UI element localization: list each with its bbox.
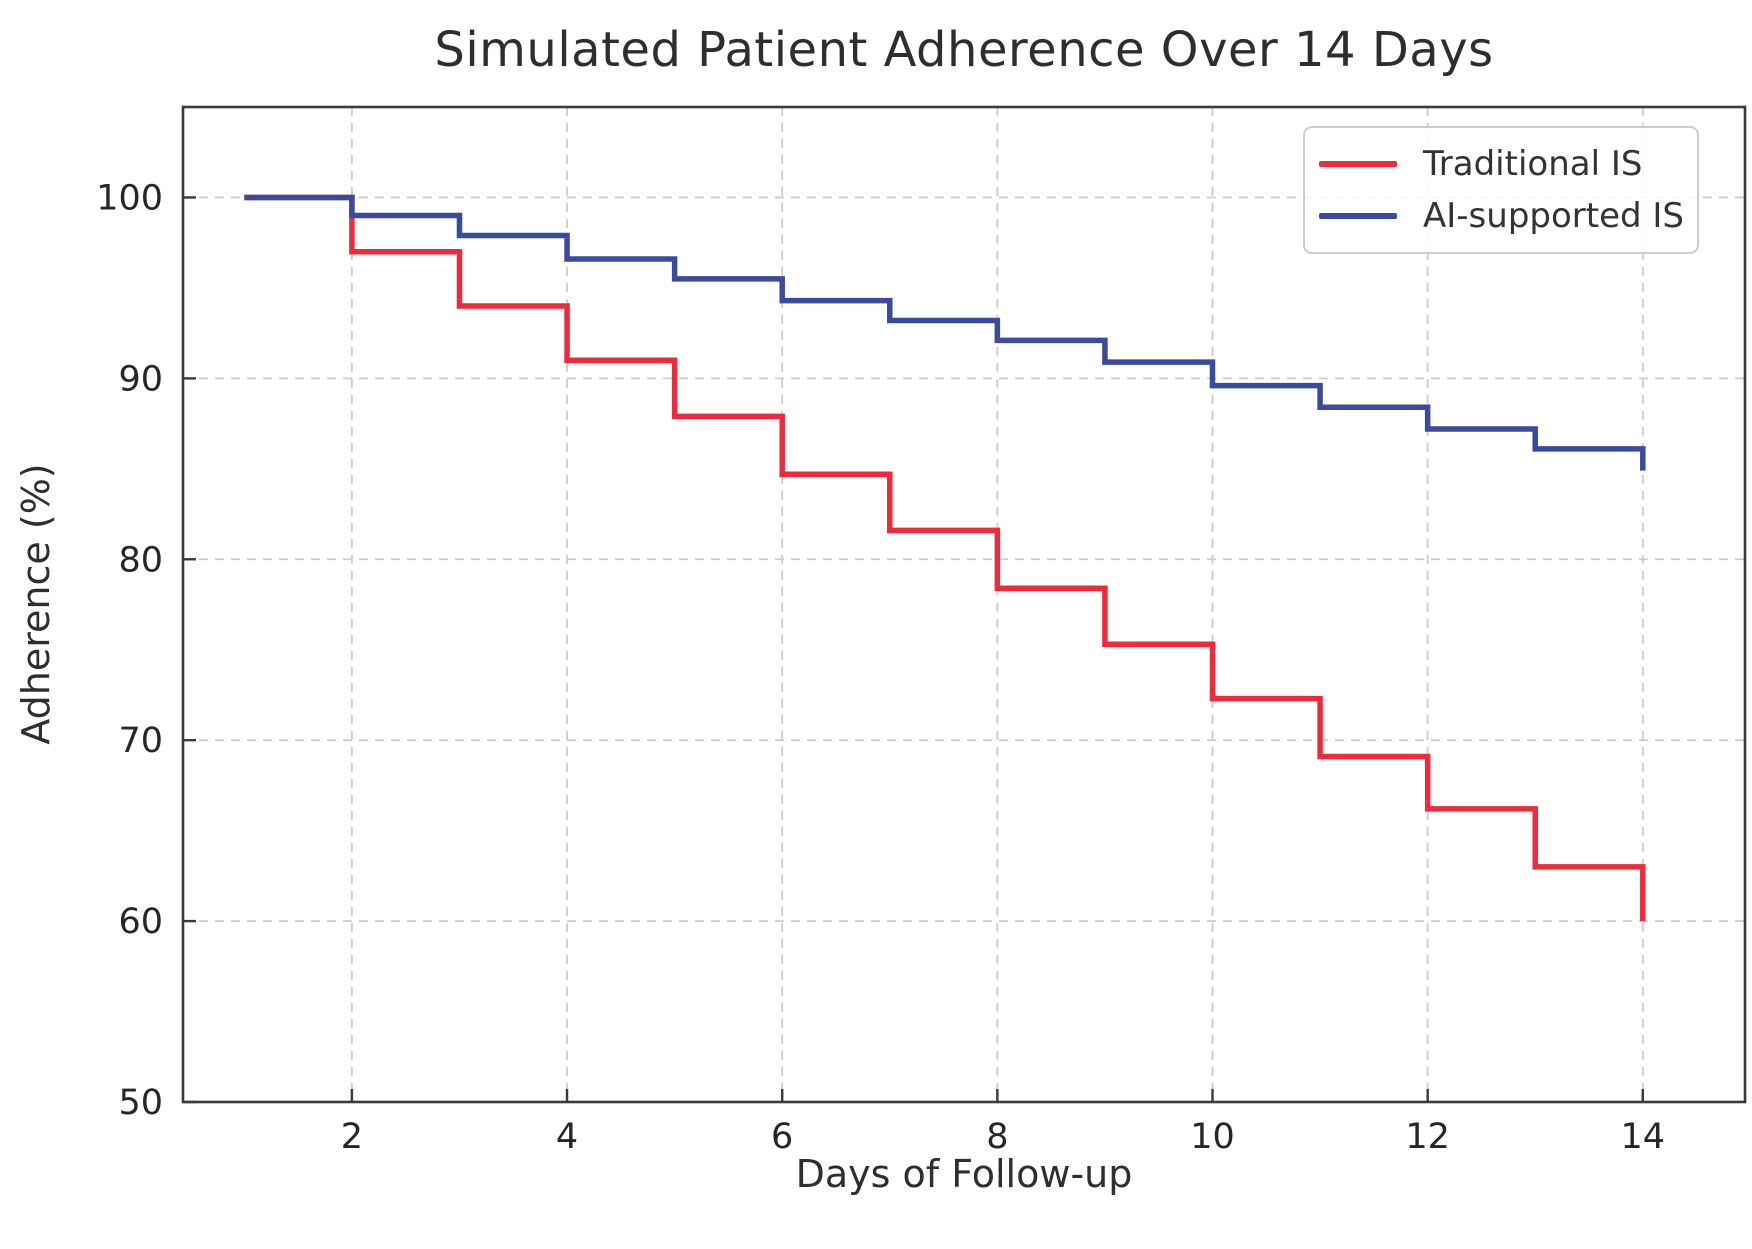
axes-spines (181, 105, 1747, 1104)
legend-label-traditional: Traditional IS (1423, 144, 1643, 184)
legend-item-ai: AI-supported IS (1319, 196, 1685, 236)
legend-label-ai: AI-supported IS (1423, 196, 1685, 236)
plot-series (244, 194, 1646, 922)
y-axis-title: Adherence (%) (14, 463, 58, 745)
svg-text:80: 80 (118, 540, 163, 580)
series-line-1 (244, 194, 1646, 471)
svg-text:90: 90 (118, 359, 163, 399)
svg-text:70: 70 (118, 721, 163, 761)
svg-text:10: 10 (1190, 1117, 1235, 1157)
legend-item-traditional: Traditional IS (1319, 144, 1683, 184)
chart-title: Simulated Patient Adherence Over 14 Days (434, 22, 1494, 78)
legend: Traditional IS AI-supported IS (1303, 126, 1699, 254)
svg-text:12: 12 (1405, 1117, 1450, 1157)
axis-ticks (183, 196, 1645, 1104)
svg-text:60: 60 (118, 902, 163, 942)
svg-text:50: 50 (118, 1083, 163, 1123)
legend-swatch-traditional (1319, 161, 1397, 167)
svg-text:8: 8 (986, 1117, 1008, 1157)
axis-tick-labels: 2 4 6 8 10 12 14 50 60 70 80 90 100 (96, 178, 1665, 1157)
svg-text:2: 2 (341, 1117, 363, 1157)
legend-swatch-ai (1319, 213, 1397, 219)
svg-text:4: 4 (556, 1117, 578, 1157)
x-axis-title: Days of Follow-up (795, 1152, 1133, 1196)
svg-text:14: 14 (1621, 1117, 1666, 1157)
svg-text:6: 6 (771, 1117, 793, 1157)
series-line-0 (244, 194, 1646, 922)
gridlines (183, 107, 1745, 1103)
svg-text:100: 100 (96, 178, 163, 218)
